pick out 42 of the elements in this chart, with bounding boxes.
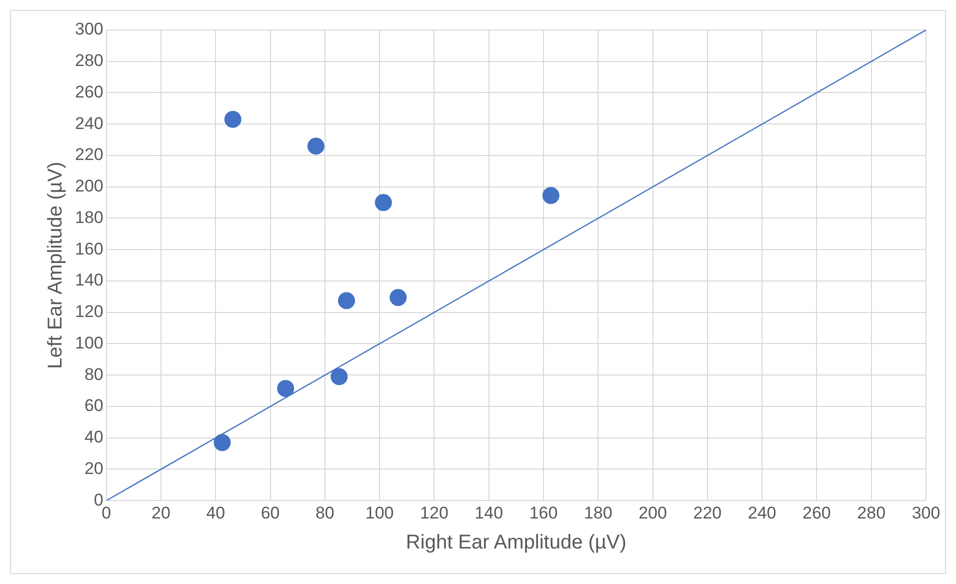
point [330, 368, 348, 386]
point [390, 288, 407, 306]
x-tick-label: 120 [420, 503, 448, 522]
y-tick-label: 160 [74, 239, 104, 258]
x-tick-label: 300 [912, 503, 940, 522]
x-tick-label: 60 [260, 503, 280, 522]
point [374, 194, 392, 212]
point [542, 186, 560, 204]
x-tick-label: 200 [638, 503, 667, 522]
y-tick-label: 180 [74, 208, 104, 227]
x-tick-label: 40 [206, 503, 226, 522]
y-tick-label: 140 [74, 270, 104, 290]
point [224, 110, 242, 128]
y-tick-label: 80 [84, 364, 104, 384]
x-tick-label: 100 [365, 503, 394, 522]
x-tick-label: 220 [693, 503, 722, 522]
x-tick-label: 80 [315, 503, 334, 522]
x-axis-title: Right Ear Amplitude (µV) [406, 532, 626, 554]
x-tick-label: 140 [474, 503, 504, 522]
x-tick-label: 20 [152, 503, 170, 522]
y-tick-label: 220 [74, 145, 104, 164]
y-tick-label: 100 [74, 333, 104, 352]
point [338, 292, 356, 310]
x-tick-label: 180 [584, 503, 612, 522]
y-tick-label: 260 [74, 82, 104, 102]
y-axis-title: Left Ear Amplitude (µV) [44, 162, 67, 369]
y-tick-label: 0 [94, 490, 104, 510]
x-tick-label: 260 [802, 503, 831, 522]
y-tick-label: 20 [84, 458, 104, 478]
y-tick-label: 240 [74, 114, 104, 133]
y-tick-label: 280 [74, 51, 104, 70]
x-tick-label: 240 [748, 503, 776, 522]
x-tick-label: 160 [529, 503, 558, 522]
y-tick-label: 40 [84, 428, 104, 447]
y-tick-label: 300 [74, 20, 104, 39]
y-tick-label: 200 [74, 176, 104, 196]
point [307, 138, 324, 155]
point [277, 380, 294, 397]
y-tick-label: 120 [74, 302, 104, 322]
x-tick-label: 280 [857, 503, 886, 522]
y-tick-label: 60 [84, 396, 104, 416]
point [214, 434, 231, 452]
